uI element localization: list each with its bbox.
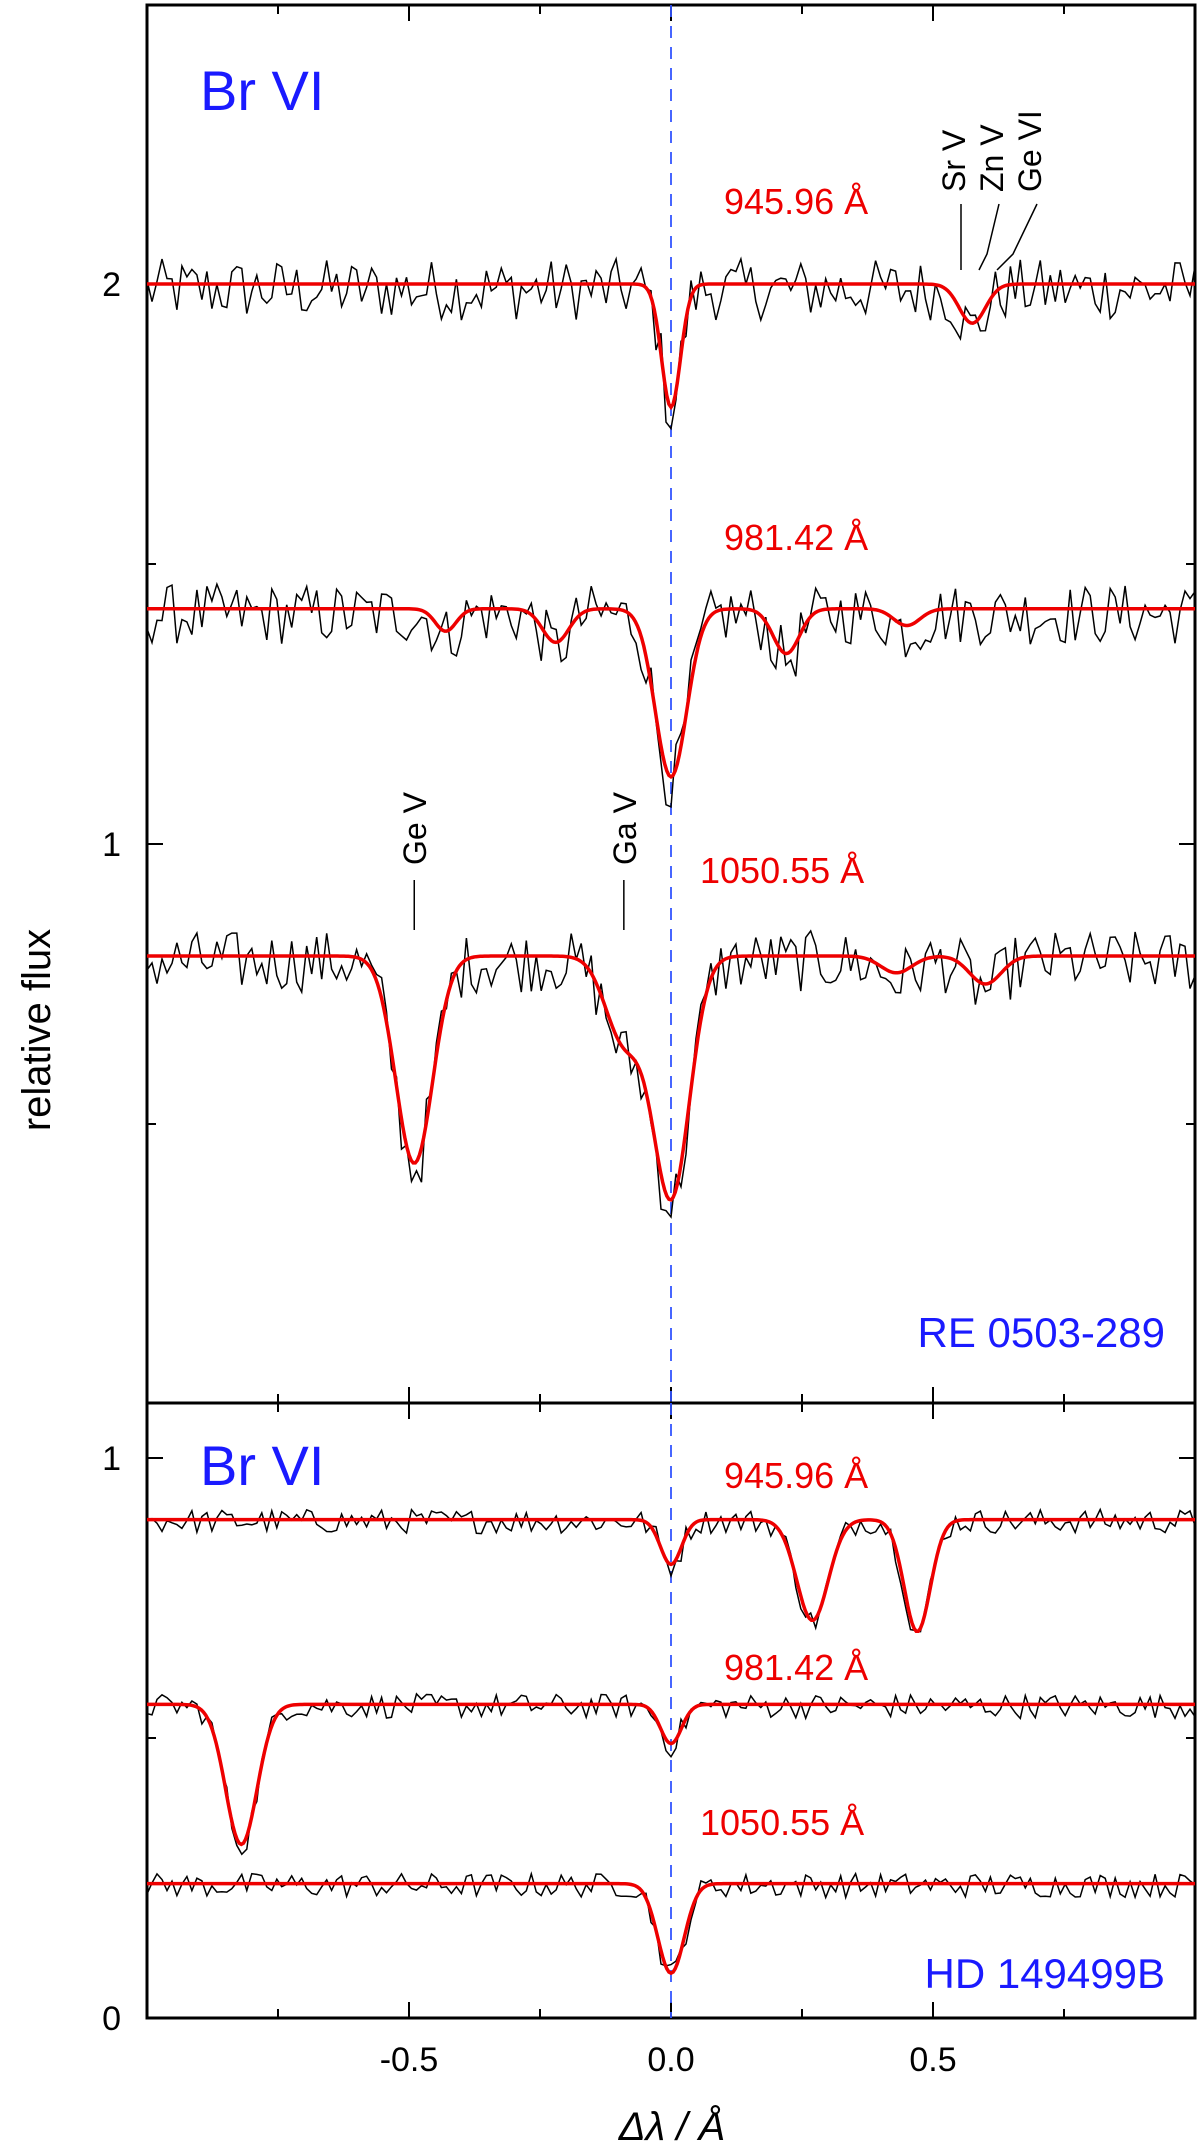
observed-spectrum [146,1871,1196,1967]
x-tick-label: 0.0 [647,2041,694,2079]
spectrum-1: 981.42 Å [146,1647,1196,1856]
panel-bottom: 0 1 Br VI HD 149499B 945.96 Å 981.42 Å 1050.55… [102,1401,1197,2038]
x-tick-label: 0.5 [909,2041,956,2079]
observed-spectrum [146,256,1196,431]
line-id-label: Zn V [974,124,1010,192]
x-tick-label: -0.5 [380,2041,439,2079]
spectrum-0: 945.96 Å Sr V Zn V Ge VI [146,110,1196,431]
model-spectrum [147,1517,1195,1633]
wavelength-label: 1050.55 Å [700,1802,864,1843]
wavelength-label: 981.42 Å [724,517,868,558]
ion-label: Br VI [200,59,324,122]
wavelength-label: 1050.55 Å [700,850,864,891]
spectrum-1: 981.42 Å [146,517,1196,809]
model-spectrum [147,607,1195,779]
line-id-label: Ge V [397,791,433,865]
observed-spectrum [146,1507,1196,1633]
line-id-label: Ga V [607,791,643,865]
y-tick-label: 0 [102,2000,121,2038]
ion-label: Br VI [200,1434,324,1497]
wavelength-label: 981.42 Å [724,1647,868,1688]
observed-spectrum [146,581,1196,809]
model-spectrum [147,954,1195,1202]
y-tick-label: 2 [102,266,121,304]
line-id-label: Sr V [936,129,972,192]
star-label: HD 149499B [925,1950,1166,1997]
wavelength-label: 945.96 Å [724,181,868,222]
spectrum-2: 1050.55 Å Ge V Ga V [146,791,1196,1219]
model-spectrum [147,1881,1195,1976]
line-id-label: Ge VI [1012,110,1048,192]
y-tick-label: 1 [102,1440,121,1478]
observed-spectrum [146,929,1196,1219]
observed-spectrum [146,1692,1196,1856]
star-label: RE 0503-289 [917,1309,1165,1356]
line-id-marker [996,203,1038,271]
y-tick-label: 1 [102,826,121,864]
wavelength-label: 945.96 Å [724,1455,868,1496]
spectrum-0: 945.96 Å [146,1455,1196,1633]
model-spectrum [147,1702,1195,1847]
y-axis-label: relative flux [15,929,59,1131]
spectrum-2: 1050.55 Å [146,1802,1196,1976]
line-id-marker [978,203,1000,271]
x-axis-label: Δλ / Å [618,2104,726,2149]
model-spectrum [147,282,1195,411]
